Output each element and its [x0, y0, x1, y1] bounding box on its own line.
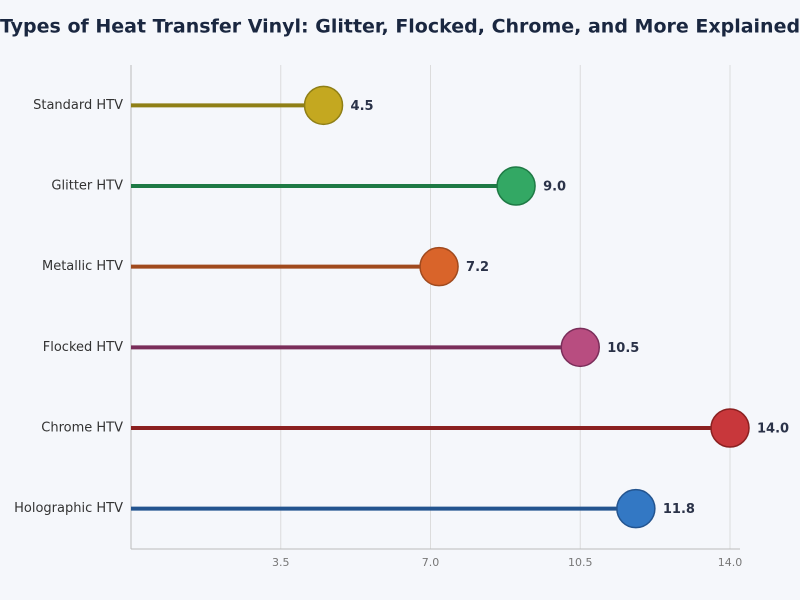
value-label: 14.0 — [757, 422, 789, 437]
dot — [303, 85, 344, 126]
value-label: 7.2 — [466, 260, 489, 275]
y-tick-label: Glitter HTV — [51, 179, 123, 194]
value-label: 4.5 — [351, 99, 374, 114]
value-label: 9.0 — [543, 180, 566, 195]
dot — [710, 408, 750, 448]
dot — [560, 327, 600, 368]
y-tick-label: Holographic HTV — [14, 501, 123, 516]
y-tick-label: Flocked HTV — [43, 340, 123, 355]
x-tick-label: 3.5 — [272, 556, 290, 569]
dot — [419, 246, 459, 287]
dot — [496, 166, 536, 206]
y-tick-label: Metallic HTV — [42, 259, 123, 274]
value-label: 10.5 — [607, 341, 639, 356]
dot — [616, 488, 656, 529]
x-tick-label: 10.5 — [568, 556, 593, 569]
y-tick-label: Standard HTV — [33, 98, 123, 113]
value-label: 11.8 — [663, 502, 695, 517]
x-tick-label: 7.0 — [422, 556, 440, 569]
y-tick-label: Chrome HTV — [41, 421, 123, 436]
x-tick-label: 14.0 — [718, 556, 743, 569]
chart-title: Types of Heat Transfer Vinyl: Glitter, F… — [0, 16, 800, 38]
